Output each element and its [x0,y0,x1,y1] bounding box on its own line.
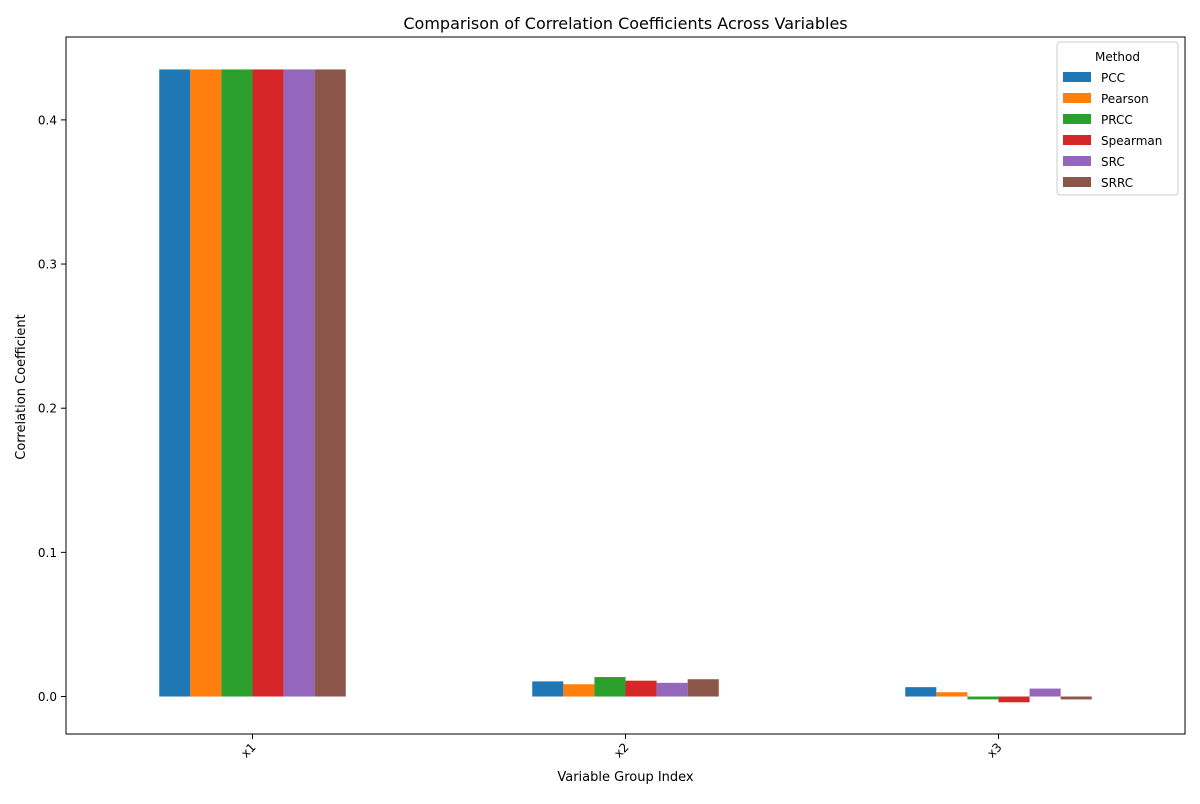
y-tick-label: 0.2 [38,402,57,416]
y-tick-label: 0.0 [38,690,57,704]
legend-label-pearson: Pearson [1101,92,1149,106]
legend-swatch-pearson [1063,93,1091,103]
legend-swatch-pcc [1063,72,1091,82]
bar-srrc-x2 [687,679,719,697]
legend-title: Method [1095,50,1140,64]
y-tick-label: 0.1 [38,546,57,560]
chart-title: Comparison of Correlation Coefficients A… [403,14,847,33]
plot-frame [65,36,1186,735]
legend-label-prcc: PRCC [1101,113,1133,127]
bar-srrc-x3 [1060,696,1092,700]
bars-layer [159,69,1092,703]
bar-prcc-x3 [967,696,999,700]
legend-swatch-src [1063,156,1091,166]
legend-swatch-spearman [1063,135,1091,145]
x-axis-label: Variable Group Index [557,770,694,785]
bar-src-x1 [283,69,315,697]
bar-src-x3 [1029,688,1061,697]
bar-spearman-x2 [625,680,657,697]
legend: Method PCC Pearson PRCC Spearman SRC SRRC [1056,41,1179,196]
bar-spearman-x1 [252,69,284,697]
bar-pcc-x1 [159,69,191,697]
bar-pearson-x1 [190,69,222,697]
legend-label-src: SRC [1101,155,1125,169]
legend-swatch-prcc [1063,114,1091,124]
bar-prcc-x1 [221,69,253,697]
bar-pearson-x2 [563,684,595,697]
bar-pcc-x3 [905,687,937,697]
bar-srrc-x1 [314,69,346,697]
bar-pearson-x3 [936,692,968,697]
legend-label-srrc: SRRC [1101,176,1133,190]
legend-label-spearman: Spearman [1101,134,1162,148]
legend-label-pcc: PCC [1101,71,1125,85]
legend-swatch-srrc [1063,177,1091,187]
bar-src-x2 [656,682,688,697]
bar-spearman-x3 [998,696,1030,703]
y-axis: 0.0 0.1 0.2 0.3 0.4 [38,113,66,704]
y-tick-label: 0.4 [38,113,57,127]
bar-prcc-x2 [594,677,626,697]
bar-pcc-x2 [532,681,564,697]
y-tick-label: 0.3 [38,258,57,272]
y-axis-label: Correlation Coefficient [14,314,29,460]
